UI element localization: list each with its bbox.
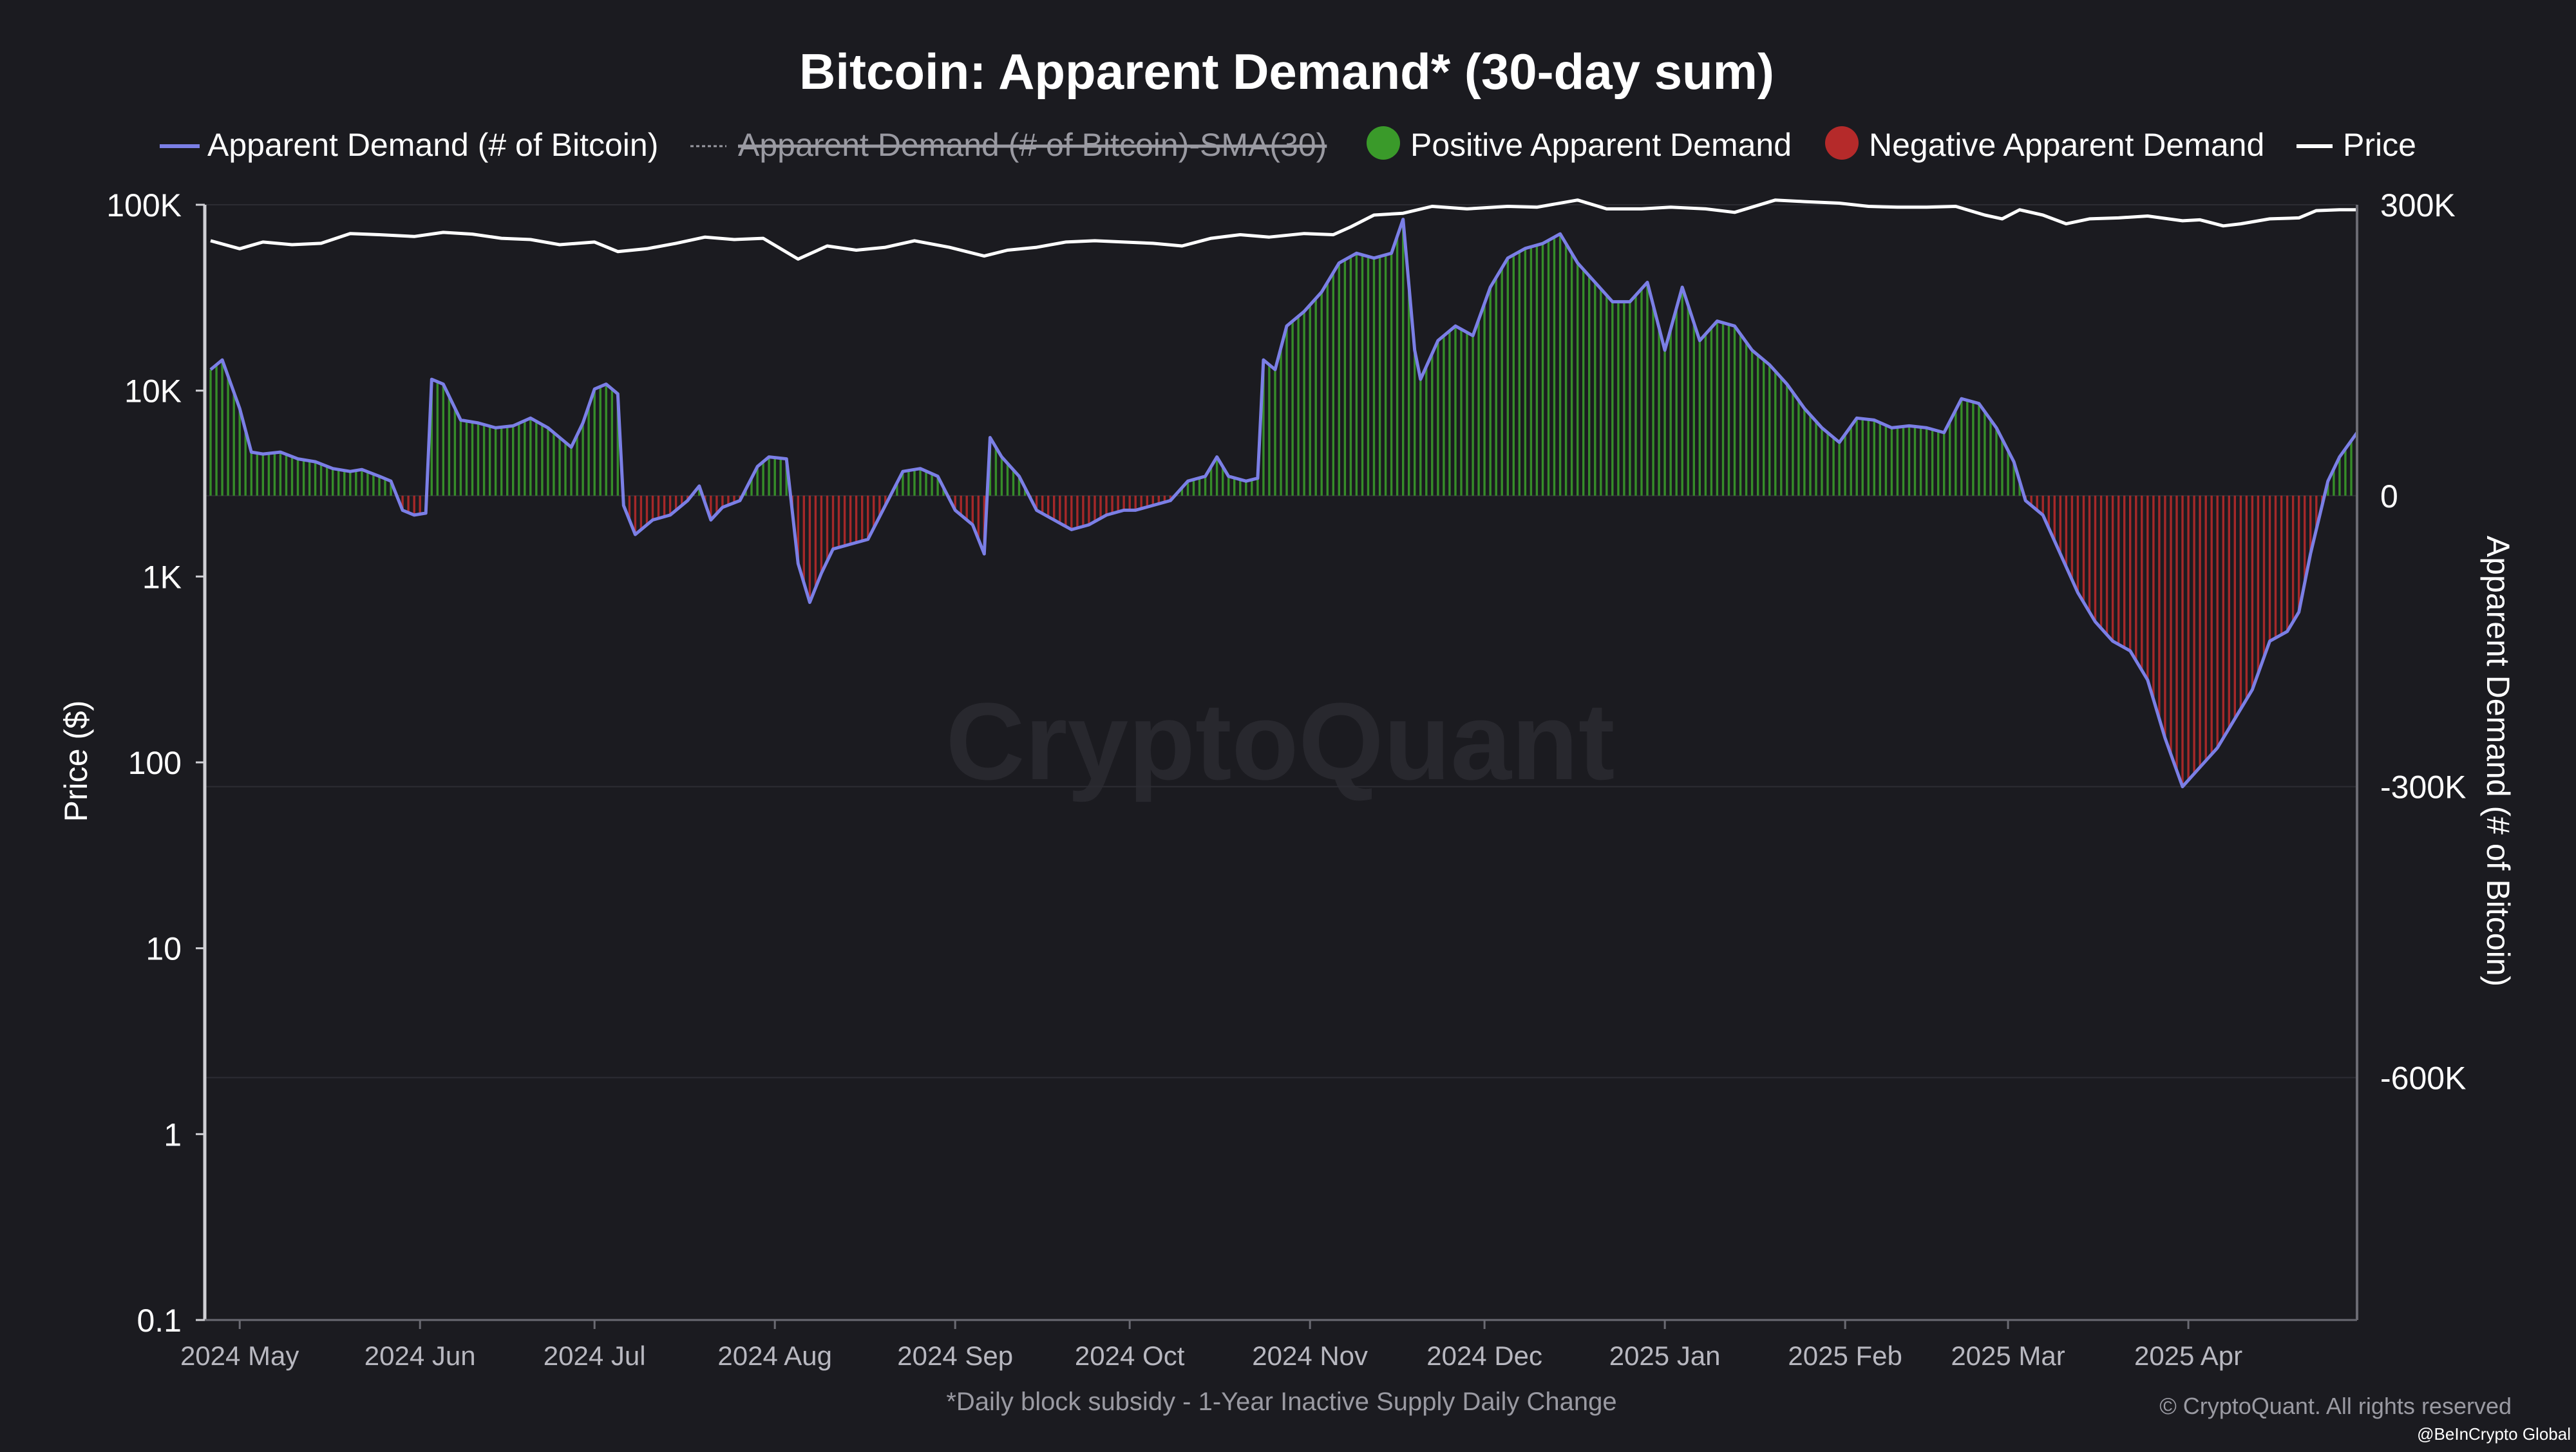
grid-layer — [205, 204, 2357, 1079]
x-tick-label: 2025 Jan — [1609, 1341, 1721, 1371]
watermark: CryptoQuant — [946, 681, 1615, 803]
chart-title: Bitcoin: Apparent Demand* (30-day sum) — [799, 43, 1774, 100]
left-tick-label: 1 — [164, 1117, 182, 1153]
x-tick-label: 2024 Jul — [544, 1341, 646, 1371]
legend-label-positive-demand: Positive Apparent Demand — [1410, 127, 1792, 163]
left-tick-label: 0.1 — [137, 1303, 182, 1339]
axes-layer — [196, 203, 2358, 1329]
legend-label-negative-demand: Negative Apparent Demand — [1869, 127, 2264, 163]
legend-item-negative-demand[interactable]: Negative Apparent Demand — [1825, 126, 2264, 163]
legend: Apparent Demand (# of Bitcoin) Apparent … — [160, 126, 2416, 163]
legend-swatch-negative-demand — [1825, 126, 1859, 160]
tick-labels: 0.1 1 10 100 1K 10K 100K 300K 0 -300K -600K 2024 Ma… — [106, 187, 2466, 1371]
x-tick-label: 2024 May — [180, 1341, 299, 1371]
right-tick-label: 300K — [2380, 187, 2456, 223]
x-tick-label: 2025 Feb — [1788, 1341, 1902, 1371]
legend-label-price: Price — [2343, 127, 2416, 163]
x-tick-label: 2024 Aug — [717, 1341, 832, 1371]
series-lines — [209, 198, 2359, 789]
price-line — [210, 198, 2357, 261]
left-tick-label: 10 — [146, 931, 182, 967]
x-tick-label: 2025 Mar — [1951, 1341, 2065, 1371]
copyright: © CryptoQuant. All rights reserved — [2159, 1393, 2512, 1419]
x-tick-label: 2024 Dec — [1426, 1341, 1542, 1371]
right-tick-label: -600K — [2380, 1060, 2466, 1096]
legend-item-apparent-demand[interactable]: Apparent Demand (# of Bitcoin) — [160, 127, 658, 163]
credit: @BeInCrypto Global — [2417, 1424, 2571, 1444]
left-axis-label: Price ($) — [58, 701, 94, 822]
right-tick-label: 0 — [2380, 478, 2398, 514]
chart-subtitle: *Daily block subsidy - 1-Year Inactive S… — [946, 1388, 1616, 1416]
x-tick-label: 2024 Sep — [897, 1341, 1013, 1371]
x-tick-label: 2024 Jun — [365, 1341, 476, 1371]
legend-label-sma30: Apparent Demand (# of Bitcoin)-SMA(30) — [738, 127, 1327, 163]
right-tick-label: -300K — [2380, 769, 2466, 806]
legend-swatch-positive-demand — [1367, 126, 1400, 160]
legend-label-apparent-demand: Apparent Demand (# of Bitcoin) — [207, 127, 658, 163]
left-tick-label: 100 — [128, 745, 182, 781]
right-axis-label: Apparent Demand (# of Bitcoin) — [2480, 536, 2516, 986]
x-tick-label: 2024 Oct — [1075, 1341, 1185, 1371]
x-tick-label: 2024 Nov — [1252, 1341, 1368, 1371]
left-tick-label: 10K — [124, 373, 182, 410]
legend-item-positive-demand[interactable]: Positive Apparent Demand — [1367, 126, 1792, 163]
left-tick-label: 100K — [106, 187, 182, 223]
x-tick-label: 2025 Apr — [2134, 1341, 2242, 1371]
left-tick-label: 1K — [142, 559, 182, 595]
legend-item-price[interactable]: Price — [2297, 127, 2416, 163]
apparent-demand-line — [209, 218, 2359, 789]
legend-item-sma30[interactable]: Apparent Demand (# of Bitcoin)-SMA(30) — [690, 127, 1327, 163]
